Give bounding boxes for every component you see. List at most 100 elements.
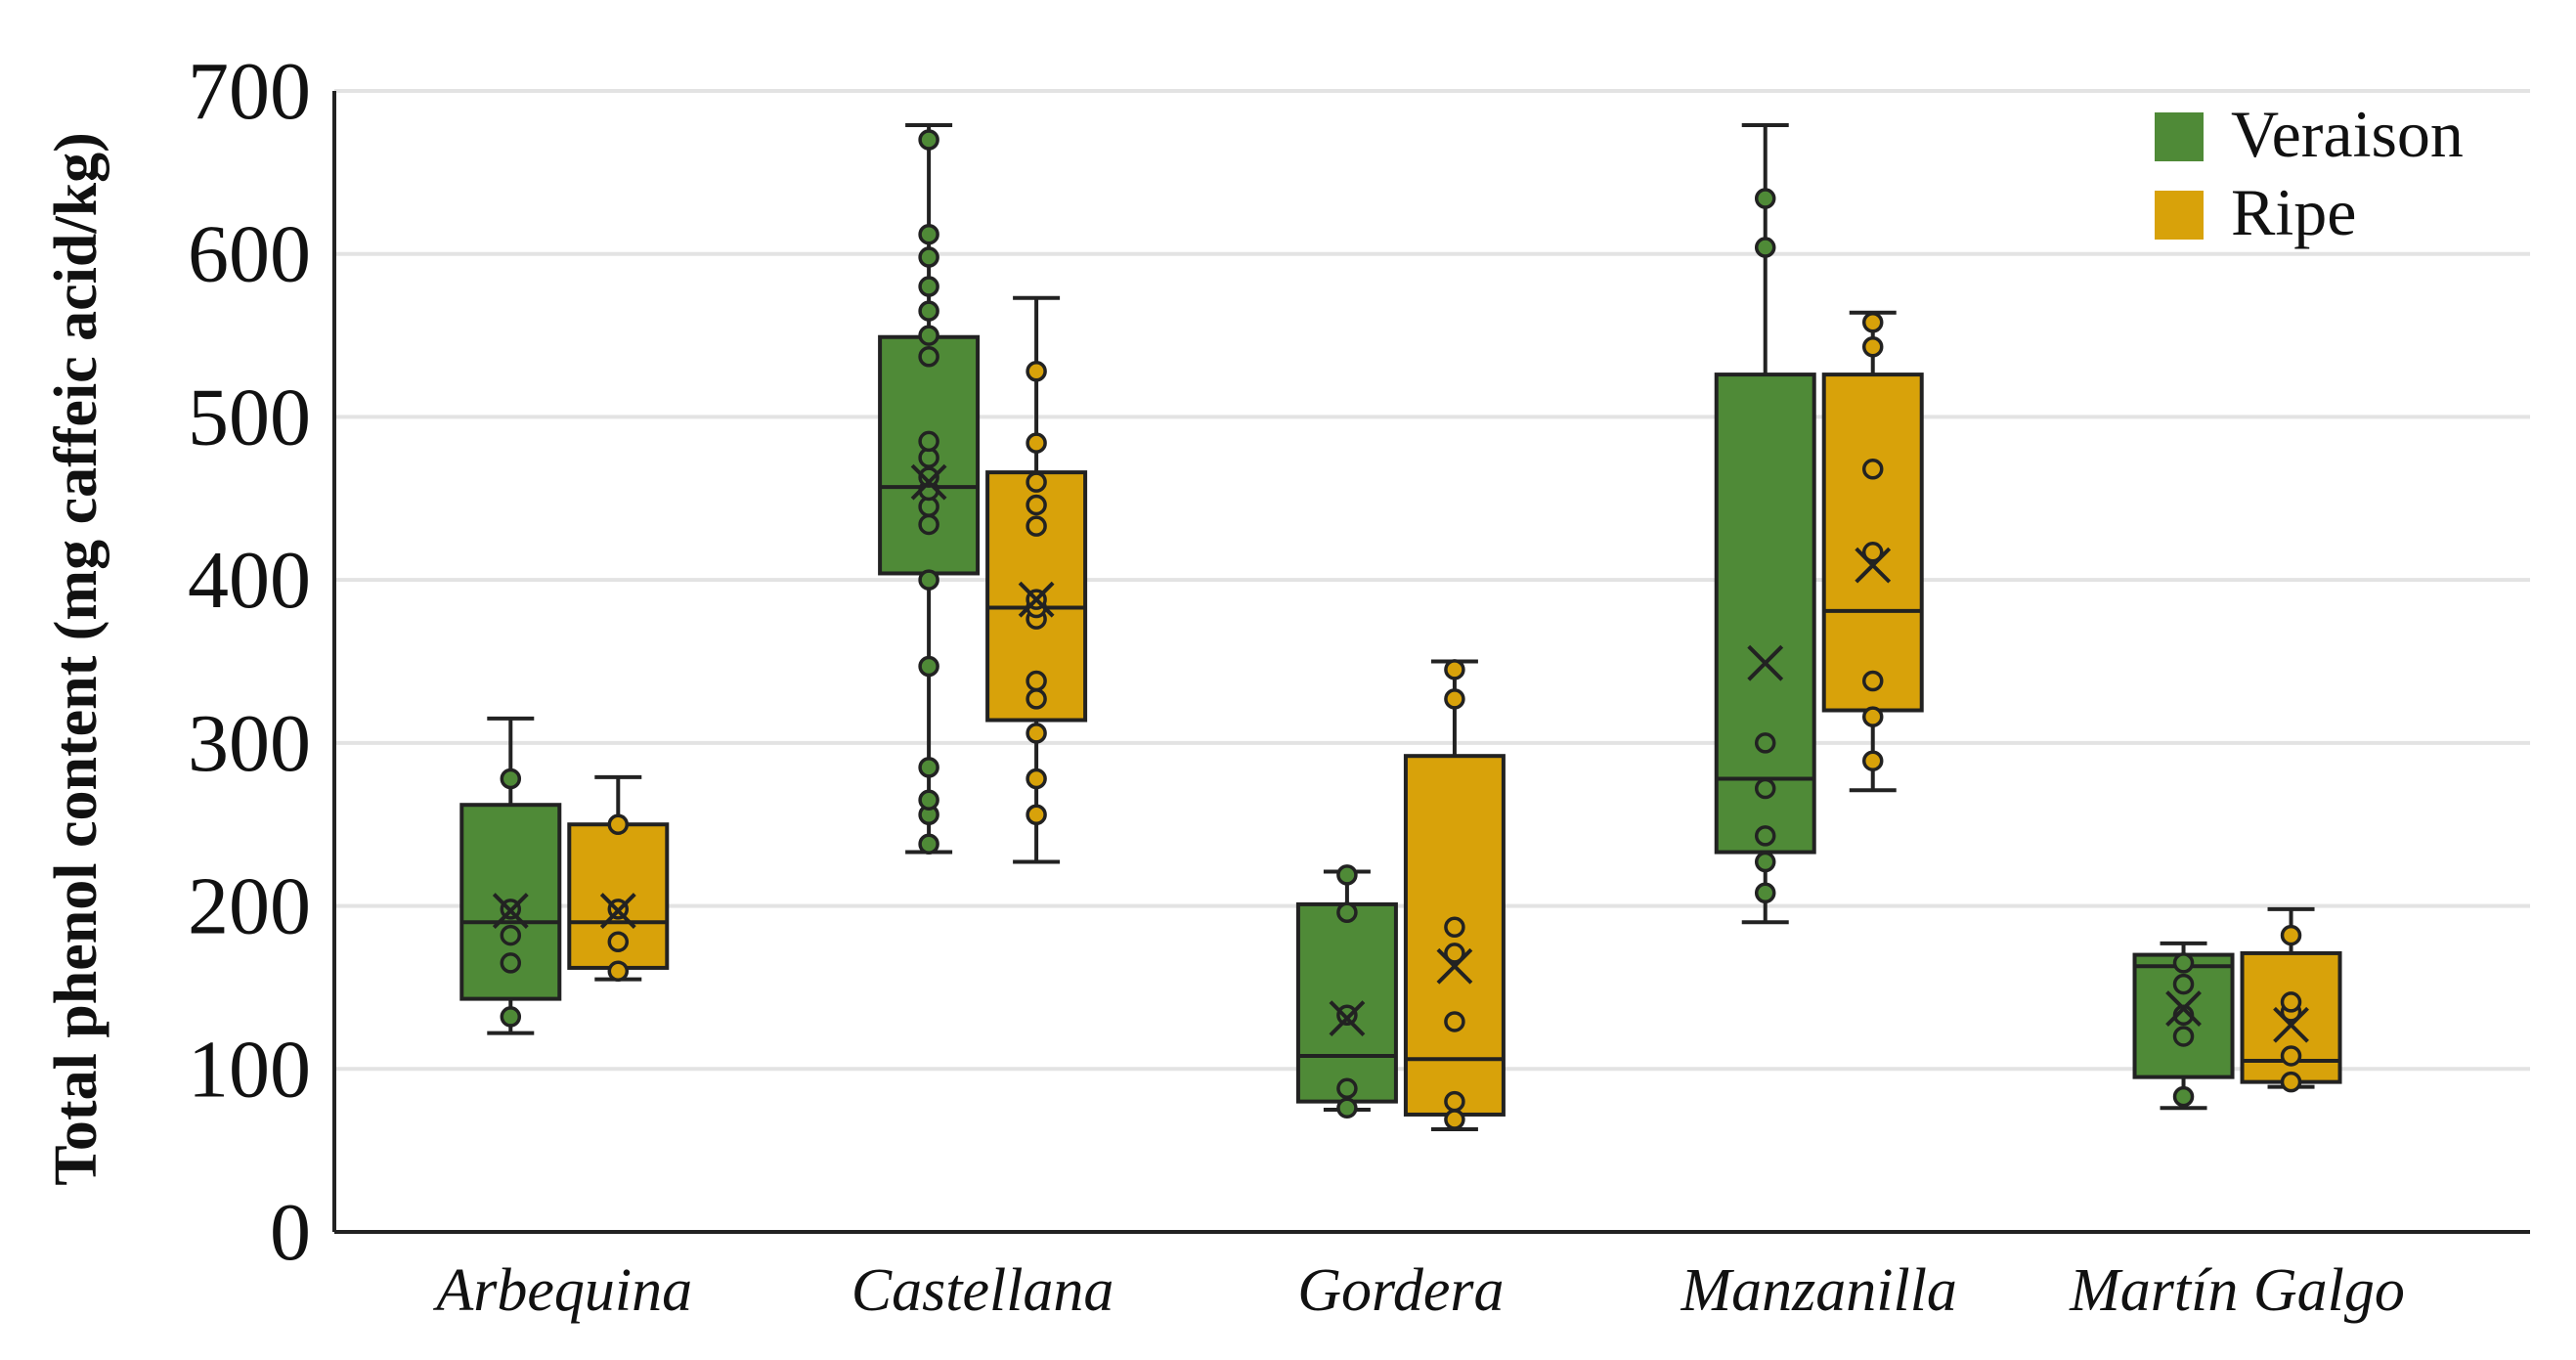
data-point <box>2172 1085 2195 1108</box>
data-point <box>1336 1097 1358 1119</box>
x-category-label: Martín Galgo <box>2069 1257 2405 1324</box>
box-veraison-4 <box>2132 941 2235 1111</box>
data-point <box>1754 777 1776 800</box>
mean-marker <box>492 893 529 929</box>
data-point <box>2172 1026 2195 1047</box>
data-point <box>1861 459 1884 480</box>
data-point <box>1754 882 1776 903</box>
data-point <box>1754 851 1776 873</box>
data-point <box>2280 991 2302 1013</box>
data-point <box>918 345 939 368</box>
box-ripe-4 <box>2240 906 2342 1093</box>
data-point <box>1861 542 1884 563</box>
data-point <box>1861 750 1884 771</box>
data-point <box>918 430 939 453</box>
legend-swatch <box>2155 191 2204 240</box>
x-category-label: Gordera <box>1297 1257 1504 1324</box>
legend-label: Ripe <box>2231 175 2356 249</box>
y-tick-label: 0 <box>270 1187 311 1278</box>
data-point <box>1754 825 1776 847</box>
data-point <box>918 655 939 678</box>
data-point <box>1026 432 1047 454</box>
mean-marker <box>1436 947 1473 985</box>
legend-swatch <box>2155 112 2204 161</box>
legend-item-veraison: Veraison <box>2155 97 2464 171</box>
y-tick-label: 300 <box>188 698 311 789</box>
data-point <box>918 246 939 268</box>
axes <box>332 91 2530 1234</box>
data-point <box>1754 237 1776 258</box>
legend-item-ripe: Ripe <box>2155 175 2356 249</box>
box-veraison-1 <box>878 123 981 855</box>
data-point <box>1861 311 1884 333</box>
box-veraison-0 <box>459 716 562 1035</box>
box-ripe-1 <box>985 295 1088 864</box>
y-tick-labels: 0 100 200 300 400 500 600 700 <box>188 46 311 1278</box>
data-point <box>1754 732 1776 754</box>
data-point <box>1026 471 1047 493</box>
y-tick-label: 700 <box>188 46 311 137</box>
box-ripe-0 <box>567 774 670 983</box>
data-point <box>1444 943 1465 964</box>
data-point <box>607 960 630 983</box>
x-category-label: Manzanilla <box>1680 1257 1956 1324</box>
mean-marker <box>1329 1000 1366 1037</box>
data-point <box>500 952 522 974</box>
data-point <box>918 757 939 778</box>
box-iqr <box>1295 901 1398 1104</box>
data-point <box>918 569 939 591</box>
data-point <box>918 129 939 151</box>
gridlines <box>334 89 2530 1072</box>
data-point <box>2172 952 2195 974</box>
data-point <box>1336 1077 1358 1100</box>
mean-marker <box>1747 644 1784 681</box>
data-point <box>918 513 939 536</box>
y-axis-title: Total phenol content (mg caffeic acid/kg… <box>43 132 109 1185</box>
data-point <box>2280 924 2302 946</box>
y-tick-label: 500 <box>188 372 311 462</box>
data-point <box>1444 659 1465 680</box>
box-veraison-2 <box>1295 864 1398 1119</box>
data-point <box>1026 494 1047 516</box>
y-tick-label: 400 <box>188 535 311 626</box>
data-point <box>1861 706 1884 727</box>
data-point <box>1026 688 1047 710</box>
data-point <box>1026 670 1047 692</box>
mean-marker <box>910 463 947 501</box>
y-tick-label: 200 <box>188 861 311 952</box>
box-ripe-3 <box>1821 310 1924 793</box>
y-tick-label: 100 <box>188 1024 311 1115</box>
data-point <box>2172 973 2195 995</box>
mean-marker <box>2165 990 2202 1028</box>
mean-marker <box>1018 581 1055 618</box>
box-groups <box>459 123 2342 1131</box>
data-point <box>918 300 939 322</box>
data-point <box>1336 864 1358 886</box>
data-point <box>1754 188 1776 209</box>
data-point <box>1444 688 1465 710</box>
box-iqr <box>1714 373 1816 855</box>
data-point <box>1026 515 1047 537</box>
x-category-label: Castellana <box>851 1257 1114 1324</box>
data-point <box>1444 1109 1465 1130</box>
data-point <box>1444 1011 1465 1032</box>
data-point <box>1026 360 1047 382</box>
data-point <box>1336 901 1358 923</box>
data-point <box>1861 670 1884 692</box>
mean-marker <box>1855 547 1892 584</box>
y-tick-label: 600 <box>188 209 311 300</box>
data-point <box>607 813 630 835</box>
data-point <box>2280 1071 2302 1093</box>
data-point <box>1026 723 1047 744</box>
box-veraison-3 <box>1714 123 1816 925</box>
data-point <box>607 931 630 952</box>
data-point <box>918 466 939 488</box>
mean-marker <box>599 893 636 929</box>
box-ripe-2 <box>1403 659 1506 1131</box>
data-point <box>500 924 522 946</box>
data-point <box>918 325 939 346</box>
data-point <box>918 223 939 245</box>
x-category-label: Arbequina <box>432 1257 692 1324</box>
